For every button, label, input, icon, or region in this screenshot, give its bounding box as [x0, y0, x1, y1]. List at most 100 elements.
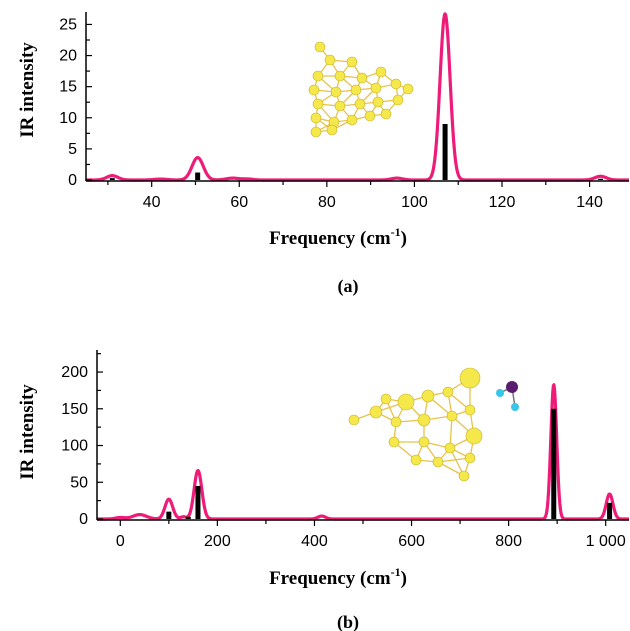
gold-atom — [418, 436, 430, 448]
x-tick-label: 1 000 — [586, 533, 626, 550]
gold-atom — [364, 110, 376, 122]
intensity-stick-bar — [195, 172, 201, 180]
intensity-stick-bar — [598, 178, 604, 180]
gold-atom — [417, 413, 431, 427]
gold-atom — [346, 114, 358, 126]
gold-atom — [312, 98, 324, 110]
panel-b-label: (b) — [337, 612, 359, 631]
panel-a-ticks: 40 60 80 100 120 140 0 5 10 15 20 25 — [59, 16, 603, 211]
gold-atom — [390, 416, 402, 428]
x-tick-label: 400 — [301, 533, 328, 550]
panel-b-x-axis-title-close: ) — [401, 568, 407, 589]
gold-atom — [314, 41, 326, 53]
x-tick-label: 100 — [401, 194, 428, 211]
panel-a-y-axis-title: IR intensity — [17, 42, 38, 138]
molecule-light-atom — [511, 403, 519, 411]
gold-atom — [458, 470, 470, 482]
x-tick-label: 60 — [230, 194, 248, 211]
molecule-heavy-atom — [506, 381, 518, 393]
gold-cluster-with-molecule-icon — [348, 367, 519, 482]
gold-cluster-icon — [308, 41, 414, 138]
intensity-stick-bar — [607, 502, 613, 519]
gold-atom — [310, 112, 322, 124]
gold-atom — [444, 442, 456, 454]
panel-b-x-axis-title: Frequency (cm-1) — [269, 565, 407, 589]
gold-atom — [410, 454, 422, 466]
cluster-bond — [437, 457, 471, 463]
gold-atom — [390, 78, 402, 90]
gold-atom — [354, 98, 366, 110]
x-tick-label: 120 — [489, 194, 516, 211]
intensity-stick-bar — [551, 408, 557, 519]
gold-atom — [310, 126, 322, 138]
gold-atom — [372, 96, 384, 108]
panel-a-spectrum-group — [85, 12, 630, 182]
y-tick-label: 150 — [61, 401, 88, 418]
y-tick-label: 0 — [68, 172, 77, 189]
y-tick-label: 200 — [61, 364, 88, 381]
gold-atom — [432, 456, 444, 468]
gold-atom — [380, 393, 392, 405]
panel-a-x-axis-title: Frequency (cm-1) — [269, 225, 407, 249]
panel-a-x-axis-title-main: Frequency (cm — [269, 228, 391, 249]
panel-b-spectrum-group — [95, 383, 630, 521]
gold-atom — [464, 404, 476, 416]
gold-atom — [334, 70, 346, 82]
gold-atom — [330, 86, 342, 98]
panel-a-x-axis-title-close: ) — [401, 228, 407, 249]
y-tick-label: 20 — [59, 48, 77, 65]
gold-atom — [392, 94, 404, 106]
gold-atom — [348, 414, 360, 426]
panel-b-y-axis-title: IR intensity — [17, 384, 38, 480]
gold-atom — [465, 427, 483, 445]
intensity-stick-bar — [109, 178, 115, 180]
panel-b-chart: 0 200 400 600 800 1 000 0 50 100 150 200 IR intens… — [17, 350, 630, 631]
gold-atom — [375, 66, 387, 78]
intensity-stick-bar — [166, 511, 172, 519]
y-tick-label: 10 — [59, 110, 77, 127]
gold-atom — [308, 84, 320, 96]
intensity-stick-bar — [195, 485, 201, 519]
y-tick-label: 25 — [59, 16, 77, 33]
gold-atom — [397, 393, 415, 411]
gold-atom — [388, 436, 400, 448]
x-tick-label: 200 — [204, 533, 231, 550]
panel-a-x-axis-title-superscript: -1 — [391, 225, 401, 239]
gold-atom — [402, 83, 414, 95]
x-tick-label: 800 — [495, 533, 522, 550]
gold-atom — [346, 56, 358, 68]
molecule-light-atom — [496, 389, 504, 397]
ir-spectrum-line — [85, 12, 630, 182]
panel-a-chart: 40 60 80 100 120 140 0 5 10 15 20 25 IR intensity F… — [17, 12, 630, 297]
panel-b-ticks: 0 200 400 600 800 1 000 0 50 100 150 200 — [61, 353, 626, 550]
panel-b-sticks-group — [166, 408, 613, 519]
intensity-stick-bar — [185, 516, 191, 519]
gold-atom — [421, 389, 435, 403]
gold-atom — [350, 84, 362, 96]
gold-atom — [369, 405, 383, 419]
y-tick-label: 5 — [68, 141, 77, 158]
y-tick-label: 15 — [59, 79, 77, 96]
gold-atom — [370, 82, 382, 94]
gold-atom — [446, 410, 458, 422]
gold-atom — [356, 72, 368, 84]
gold-atom — [326, 124, 338, 136]
cluster-bond — [449, 415, 453, 449]
panel-a-label: (a) — [338, 276, 359, 297]
gold-atom — [334, 100, 346, 112]
panel-b-x-axis-title-superscript: -1 — [391, 565, 401, 579]
intensity-stick-bar — [442, 124, 448, 180]
gold-atom — [380, 108, 392, 120]
y-tick-label: 50 — [70, 474, 88, 491]
panel-b-x-axis-title-main: Frequency (cm — [269, 568, 391, 589]
gold-atom — [464, 452, 476, 464]
gold-atom — [324, 54, 336, 66]
y-tick-label: 0 — [79, 511, 88, 528]
x-tick-label: 40 — [143, 194, 161, 211]
gold-atom — [312, 70, 324, 82]
panel-a-sticks-group — [109, 124, 604, 180]
x-tick-label: 140 — [576, 194, 603, 211]
x-tick-label: 80 — [318, 194, 336, 211]
x-tick-label: 600 — [398, 533, 425, 550]
